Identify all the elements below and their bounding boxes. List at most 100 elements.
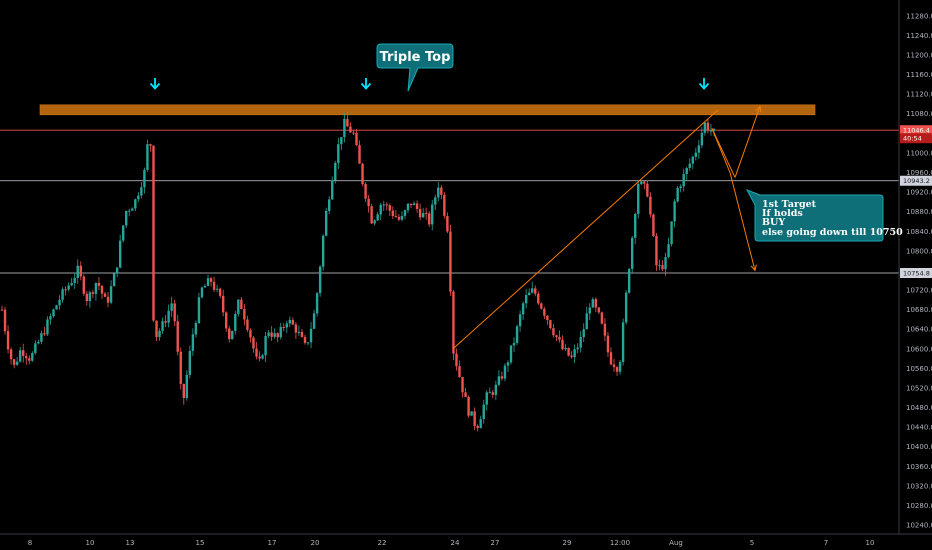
candle-body (543, 308, 546, 316)
triple-top-callout[interactable]: Triple Top (376, 43, 454, 92)
price-tag-label: 10754.8 (903, 269, 930, 277)
candle-body (106, 296, 110, 303)
projection-arrow-down-head (750, 264, 757, 272)
candle-body (49, 316, 52, 320)
price-tick-label: 11080.0 (906, 110, 932, 118)
candle-body (291, 319, 295, 325)
price-tag: 40:54 (900, 133, 932, 144)
trend-line[interactable] (452, 270, 541, 350)
time-tick-label: 27 (491, 539, 500, 547)
candle-body (103, 293, 107, 297)
candle-body (88, 292, 92, 302)
candle-body (646, 183, 649, 197)
candle-body (582, 329, 585, 338)
candle-body (397, 216, 401, 220)
time-axis[interactable]: 8 10 13 15 17 20 22 24 27 29 12:00 Aug 5 7 10 (0, 533, 932, 547)
time-tick-label: 15 (196, 539, 205, 547)
candle-body (179, 351, 182, 384)
candle-body (188, 350, 192, 375)
candle-body (446, 215, 449, 232)
candle-body (264, 335, 267, 356)
candle-body (573, 349, 576, 358)
candle-body (158, 330, 161, 338)
candle-body (258, 356, 261, 359)
candle-body (640, 181, 643, 185)
candle-body (206, 278, 210, 286)
candle-body (221, 295, 225, 313)
candle-body (376, 214, 379, 221)
price-tick-label: 10240.0 (906, 522, 932, 530)
candle-body (570, 355, 573, 358)
candle-body (58, 299, 61, 306)
candle-body (597, 307, 601, 313)
note-line-2: If holds (762, 208, 803, 219)
candle-body (349, 126, 352, 133)
candle-body (324, 210, 328, 236)
candle-body (67, 285, 70, 290)
candle-body (218, 288, 222, 296)
price-axis[interactable]: 10240.0 10280.0 10320.0 10360.0 10400.0 10440… (898, 0, 932, 534)
candle-body (306, 342, 310, 344)
candle-body (234, 313, 237, 331)
candle-body (15, 361, 19, 365)
candle-body (273, 333, 276, 337)
candle-body (261, 355, 264, 359)
candle-body (552, 328, 555, 336)
candle-body (143, 169, 146, 188)
candle-body (6, 331, 10, 350)
candle-body (612, 364, 616, 368)
candle-body (618, 362, 622, 372)
candle-body (670, 221, 673, 245)
candle-body (64, 289, 67, 291)
price-tick-label: 10520.0 (906, 384, 932, 392)
candle-body (152, 145, 155, 321)
price-tick-label: 10280.0 (906, 502, 932, 510)
candle-body (22, 350, 25, 356)
candle-body (270, 332, 273, 337)
candle-body (506, 362, 510, 366)
candle-body (361, 163, 364, 185)
candle-body (115, 267, 119, 274)
candle-body (697, 145, 701, 153)
trend-line[interactable] (539, 109, 719, 271)
projection-arrow-up[interactable] (734, 106, 761, 178)
price-tick-label: 10400.0 (906, 443, 932, 451)
candle-body (128, 210, 131, 212)
candle-body (564, 347, 567, 350)
candle-body (318, 266, 322, 294)
candle-body (52, 309, 55, 317)
callout-label: Triple Top (380, 50, 451, 65)
note-line-4: else going down till 10750 (762, 227, 903, 238)
candle-body (212, 281, 216, 290)
candle-body (691, 156, 694, 164)
candle-body (630, 237, 634, 269)
candle-body (131, 208, 134, 211)
candle-body (567, 347, 570, 356)
candle-body (276, 333, 279, 338)
candle-body (215, 288, 219, 290)
candle-body (428, 213, 431, 225)
candle-body (664, 257, 667, 270)
candle-body (34, 343, 37, 353)
candle-body (346, 118, 349, 127)
resistance-zone[interactable] (39, 104, 816, 116)
candle-body (358, 145, 361, 164)
candle-body (12, 359, 16, 365)
candle-body (415, 203, 419, 210)
candle-body (176, 321, 179, 352)
price-tick-label: 11280.0 (906, 12, 932, 20)
candle-body (40, 333, 43, 342)
candle-body (524, 295, 528, 304)
candle-body (134, 199, 137, 209)
projection-arrow-down[interactable] (729, 172, 756, 271)
candle-body (503, 365, 507, 379)
candle-body (400, 215, 404, 220)
target-note[interactable]: 1st Target If holds BUY else going down … (745, 189, 903, 242)
time-tick-label: 7 (824, 539, 828, 547)
candle-body (31, 352, 34, 361)
candle-body (652, 214, 655, 236)
candle-body (282, 326, 285, 328)
projection-path[interactable] (711, 128, 731, 173)
